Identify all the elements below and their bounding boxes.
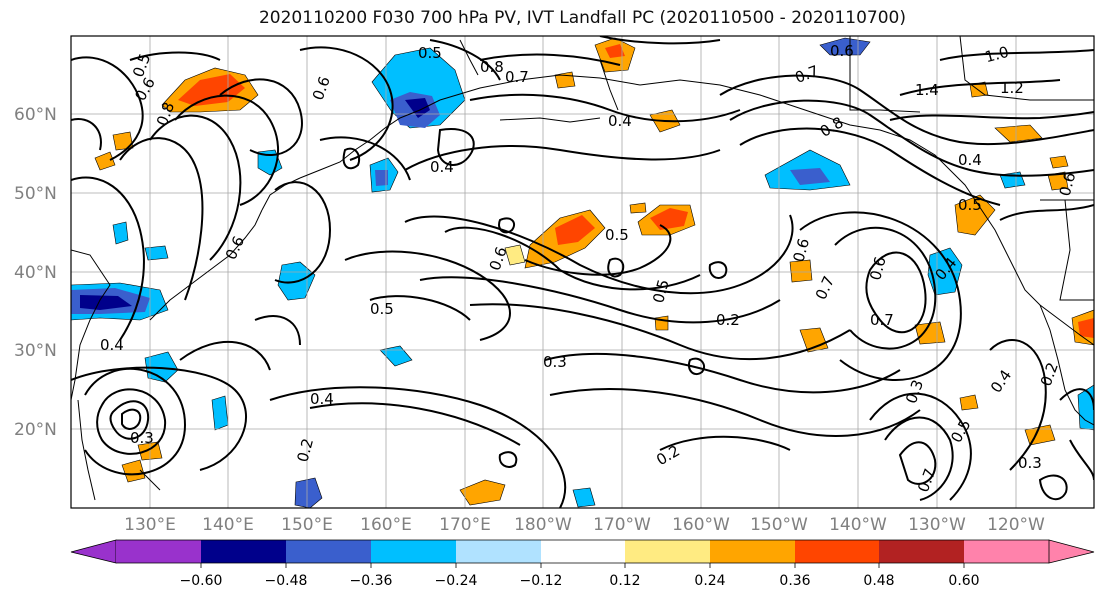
colorbar-max-extend [1048,539,1095,564]
lat-label: 40°N [14,263,57,283]
colorbar-segment [541,540,625,563]
map-frame [70,35,1095,509]
contour-label: 0.2 [293,436,317,464]
colorbar-tick-label: 0.12 [609,573,640,589]
longitude-labels: 130°E 140°E 150°E 160°E 170°E 180°W 170°… [124,515,1045,535]
contour-label: 0.4 [100,336,124,354]
lat-label: 50°N [14,184,57,204]
lon-label: 170°W [593,515,651,535]
colorbar-tick-label: 0.60 [948,573,979,589]
pv-contours [71,36,1094,508]
contour-label: 0.5 [605,226,629,244]
contour-label: 0.3 [1018,454,1042,472]
contour-label: 0.8 [480,58,504,76]
lon-label: 180°W [514,515,572,535]
lat-label: 60°N [14,105,57,125]
lon-label: 140°W [829,515,887,535]
lon-label: 150°W [750,515,808,535]
colorbar-tick-label: −0.36 [350,573,393,589]
contour-label: 0.4 [608,112,632,130]
colorbar-segment [795,540,879,563]
lat-label: 20°N [14,420,57,440]
colorbar-segment [879,540,964,563]
colorbar: −0.60 −0.48 −0.36 −0.24 −0.12 0.12 0.24 … [70,539,1095,589]
colorbar-tick-label: −0.60 [180,573,223,589]
lat-label: 30°N [14,341,57,361]
contour-label: 0.4 [310,390,334,408]
colorbar-min-extend [70,539,117,564]
contour-label: 0.4 [430,158,454,176]
contour-label: 1.2 [1000,79,1024,97]
colorbar-tick-label: −0.48 [265,573,308,589]
lon-label: 170°E [439,515,491,535]
contour-label: 1.4 [915,81,939,99]
contour-label: 0.7 [870,311,894,329]
colorbar-segment [456,540,541,563]
contour-label: 0.3 [543,353,567,371]
contour-label: 0.7 [505,68,529,86]
lon-label: 160°E [360,515,412,535]
latitude-labels: 60°N 50°N 40°N 30°N 20°N [14,105,57,440]
colorbar-segment [964,540,1049,563]
contour-label: 0.6 [830,42,854,60]
colorbar-segment [710,540,795,563]
colorbar-segment [201,540,286,563]
contour-label: 0.5 [370,300,394,318]
lon-label: 120°W [987,515,1045,535]
colorbar-tick-label: 0.36 [779,573,810,589]
contour-label: 0.4 [958,151,982,169]
contour-label: 0.5 [418,44,442,62]
contour-label: 0.6 [1056,170,1080,198]
colorbar-segment [116,540,201,563]
lon-label: 130°E [124,515,176,535]
map-title: 2020110200 F030 700 hPa PV, IVT Landfall… [258,8,906,28]
colorbar-tick-label: −0.24 [435,573,478,589]
contour-label: 0.6 [789,236,813,264]
colorbar-tick-label: 0.24 [694,573,725,589]
lon-label: 150°E [281,515,333,535]
contour-label: 1.0 [983,43,1011,67]
contour-label: 0.6 [866,255,890,283]
colorbar-tick-label: −0.12 [520,573,563,589]
colorbar-segment [625,540,710,563]
lon-label: 160°W [672,515,730,535]
coastlines [71,36,1094,501]
shading-layer [71,37,1094,508]
contour-label: 0.2 [716,311,740,329]
lon-label: 140°E [202,515,254,535]
contour-label: 0.3 [130,429,154,447]
contour-label: 0.5 [958,196,982,214]
colorbar-tick-label: 0.48 [863,573,894,589]
colorbar-segment [371,540,456,563]
colorbar-segment [286,540,371,563]
lon-label: 130°W [908,515,966,535]
contour-label: 0.5 [649,277,673,305]
